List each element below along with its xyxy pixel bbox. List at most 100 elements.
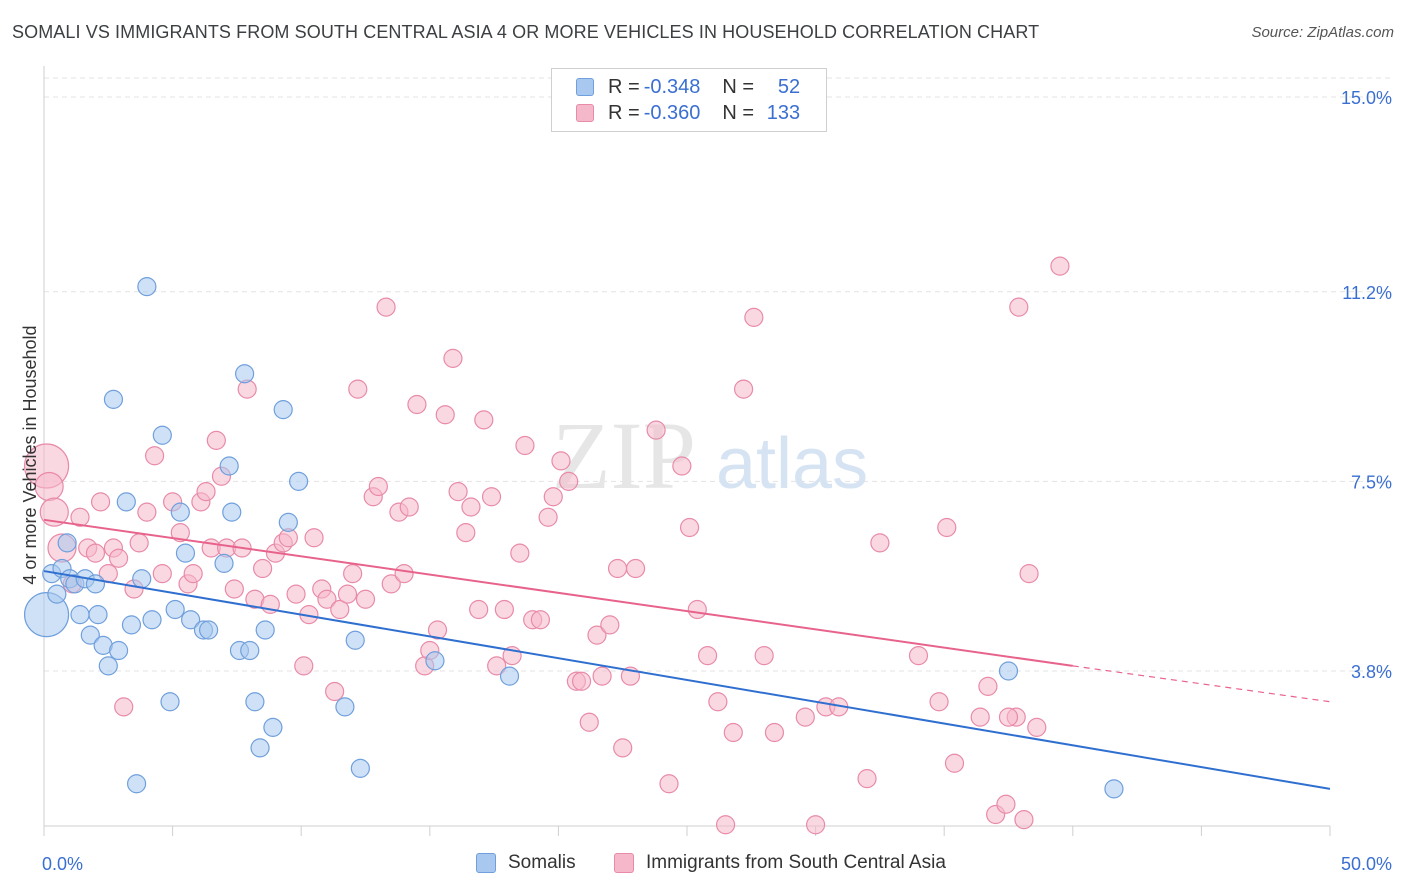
immigrants-point <box>744 307 764 327</box>
immigrants-point <box>1009 297 1029 317</box>
legend-row-somalis: R = -0.348 N = 52 <box>576 74 800 100</box>
immigrants-point <box>196 482 216 502</box>
immigrants-point <box>1027 717 1047 737</box>
legend-n-value-immigrants: 133 <box>766 101 801 124</box>
immigrants-point <box>469 599 489 620</box>
immigrants-point <box>592 666 612 686</box>
correlation-legend: R = -0.348 N = 52 R = -0.360 N = 133 <box>551 68 827 132</box>
immigrants-point <box>530 610 550 630</box>
immigrants-point <box>587 625 607 645</box>
somalis-point <box>219 456 239 476</box>
immigrants-point <box>613 738 633 758</box>
somalis-point <box>199 620 219 640</box>
immigrants-point <box>543 487 563 507</box>
source-credit: Source: ZipAtlas.com <box>1251 24 1394 41</box>
immigrants-point <box>998 707 1019 727</box>
immigrants-point <box>368 476 388 497</box>
y-axis-title: 4 or more Vehicles in Household <box>20 325 40 584</box>
immigrants-point <box>494 599 514 620</box>
immigrants-point <box>337 584 358 604</box>
y-tick-label: 15.0% <box>1341 88 1392 108</box>
somalis-point <box>289 471 309 491</box>
somalis-point <box>235 364 255 384</box>
immigrants-point <box>90 492 111 512</box>
somalis-point <box>263 717 283 737</box>
immigrants-point <box>857 769 877 789</box>
somalis-point <box>499 666 520 686</box>
somalis-point <box>345 630 365 650</box>
somalis-point <box>108 640 129 661</box>
immigrants-point <box>317 589 337 609</box>
somalis-point <box>245 692 265 712</box>
immigrants-point <box>394 564 414 584</box>
legend-r-label: R = <box>608 75 640 98</box>
immigrants-point <box>1019 564 1039 584</box>
immigrants-point <box>399 497 419 517</box>
immigrants-point <box>39 497 69 527</box>
y-tick-label: 3.8% <box>1351 662 1392 682</box>
immigrants-point <box>559 471 579 491</box>
legend-n-label: N = <box>722 101 755 124</box>
immigrants-point <box>474 410 494 430</box>
immigrants-point <box>355 589 376 609</box>
somalis-point <box>98 656 118 676</box>
immigrants-point <box>461 497 481 517</box>
series-legend: Somalis Immigrants from South Central As… <box>0 852 1406 878</box>
immigrants-point <box>456 523 476 543</box>
series-immigrants-points <box>23 256 1070 835</box>
immigrants-point <box>407 394 427 415</box>
immigrants-point <box>929 692 949 712</box>
series-legend-swatch-immigrants <box>614 853 634 873</box>
somalis-point <box>425 651 445 671</box>
immigrants-point <box>551 451 571 471</box>
immigrants-point <box>381 574 401 594</box>
somalis-point <box>85 574 106 594</box>
immigrants-point <box>137 502 157 522</box>
immigrants-point <box>805 815 826 835</box>
legend-swatch-immigrants <box>576 104 594 122</box>
legend-row-immigrants: R = -0.360 N = 133 <box>576 100 800 126</box>
somalis-point <box>335 697 355 717</box>
immigrants-point <box>435 405 455 425</box>
immigrants-point <box>579 712 599 732</box>
immigrants-point <box>1014 810 1034 830</box>
series-legend-label-somalis: Somalis <box>508 852 576 873</box>
immigrants-point <box>152 564 172 584</box>
somalis-point <box>273 400 293 420</box>
immigrants-point <box>108 548 129 568</box>
somalis-point <box>126 774 147 794</box>
somalis-point <box>165 599 185 620</box>
immigrants-point <box>183 564 203 584</box>
immigrants-point <box>937 517 957 538</box>
immigrants-point <box>646 420 666 440</box>
series-legend-swatch-somalis <box>476 853 496 873</box>
immigrants-point <box>170 523 190 543</box>
immigrants-point <box>85 543 106 563</box>
somalis-point <box>121 615 142 635</box>
x-tick-label: 50.0% <box>1341 854 1392 874</box>
immigrants-point <box>659 774 679 794</box>
immigrants-point <box>224 579 244 599</box>
immigrants-point <box>304 528 324 548</box>
series-legend-somalis[interactable]: Somalis <box>476 852 576 874</box>
immigrants-point <box>325 681 345 702</box>
somalis-point <box>250 738 270 758</box>
somalis-point <box>222 502 242 522</box>
somalis-point <box>240 640 260 661</box>
immigrants-point <box>571 671 592 691</box>
immigrants-point <box>795 707 815 727</box>
somalis-point <box>88 605 108 625</box>
immigrants-point <box>348 379 368 399</box>
immigrants-point <box>330 599 350 620</box>
immigrants-point <box>343 564 363 584</box>
somalis-point <box>103 389 124 409</box>
immigrants-point <box>733 379 754 399</box>
immigrants-point <box>672 456 692 476</box>
somalis-point <box>70 605 90 625</box>
immigrants-point <box>144 446 165 466</box>
legend-r-value-somalis: -0.348 <box>643 75 701 98</box>
immigrants-point <box>754 646 774 666</box>
series-legend-immigrants[interactable]: Immigrants from South Central Asia <box>614 852 946 874</box>
immigrants-point <box>625 558 646 579</box>
